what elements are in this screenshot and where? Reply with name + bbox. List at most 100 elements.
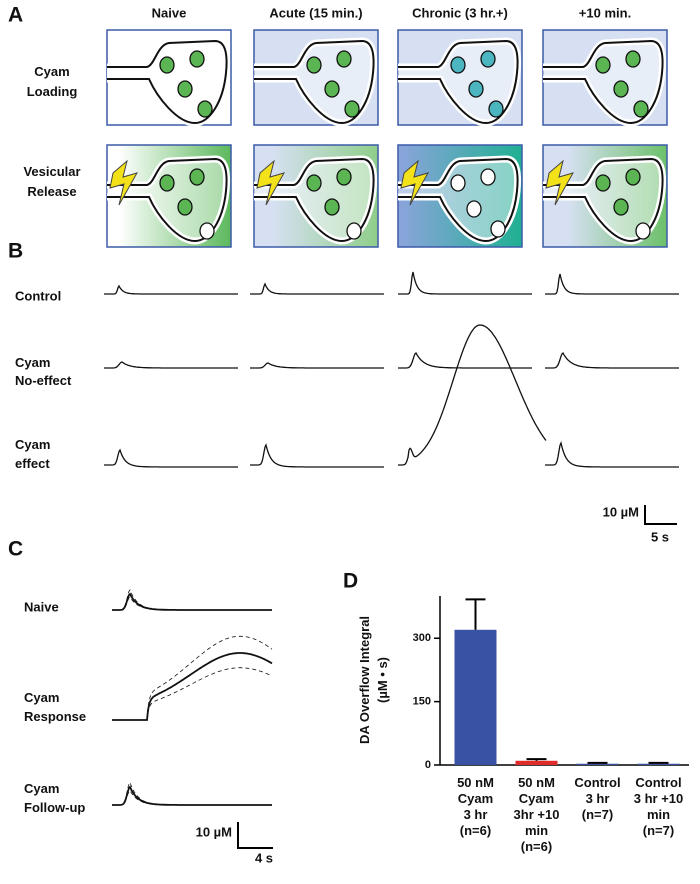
terminal — [254, 37, 378, 127]
vesicle — [197, 100, 213, 118]
vesicle — [480, 50, 496, 68]
scale-label: 10 µM — [603, 504, 639, 519]
trace — [112, 785, 272, 806]
trace — [545, 273, 679, 295]
vesicle — [199, 222, 215, 240]
terminal — [107, 37, 231, 127]
row-label: Cyam No-effect — [15, 355, 72, 388]
terminal — [543, 155, 667, 245]
vesicle — [336, 50, 352, 68]
trace — [112, 667, 273, 721]
trace — [112, 592, 272, 611]
trace — [104, 448, 238, 468]
vesicle — [344, 100, 360, 118]
column-header: Chronic (3 hr.+) — [412, 5, 508, 20]
vesicle — [613, 80, 629, 98]
vesicle — [159, 56, 175, 74]
vesicle — [324, 80, 340, 98]
x-tick-label: Control 3 hr (n=7) — [574, 775, 620, 822]
error-bar — [465, 598, 486, 630]
x-tick-label: Control 3 hr +10 min (n=7) — [634, 775, 684, 838]
trace — [398, 324, 547, 466]
trace — [250, 282, 384, 295]
column-header: Acute (15 min.) — [269, 5, 362, 20]
row-label: Cyam Follow-up — [24, 781, 85, 815]
vesicle — [633, 100, 649, 118]
vesicle — [625, 168, 641, 186]
vesicle — [324, 198, 340, 216]
row-label: Cyam Loading — [27, 64, 78, 99]
y-tick-label: 150 — [413, 696, 431, 708]
trace — [545, 351, 679, 369]
scale-label: 4 s — [255, 850, 273, 865]
terminal — [254, 155, 378, 245]
x-tick-label: 50 nM Cyam 3 hr (n=6) — [457, 775, 494, 838]
y-tick-label: 0 — [425, 759, 431, 771]
row-label: Control — [15, 288, 61, 303]
row-label: Cyam effect — [15, 437, 50, 471]
panel-label: B — [8, 240, 23, 263]
y-axis-label: DA Overflow Integral (µM • s) — [357, 616, 390, 744]
scale-label: 10 µM — [196, 824, 232, 839]
trace — [104, 361, 238, 369]
vesicle — [336, 168, 352, 186]
vesicle — [306, 56, 322, 74]
vesicle — [595, 56, 611, 74]
trace — [250, 443, 384, 468]
vesicle — [450, 56, 466, 74]
error-bar — [648, 761, 669, 764]
trace — [112, 789, 272, 806]
trace — [112, 781, 272, 806]
terminal — [543, 37, 667, 127]
trace — [398, 271, 532, 295]
vesicle — [177, 80, 193, 98]
trace — [112, 589, 272, 611]
stimulus-bolt — [400, 159, 430, 206]
column-header: +10 min. — [579, 5, 631, 20]
terminal — [398, 155, 522, 245]
terminal — [107, 155, 231, 245]
row-label: Vesicular Release — [23, 164, 80, 199]
row-label: Cyam Response — [24, 690, 86, 724]
vesicle — [635, 222, 651, 240]
vesicle — [468, 80, 484, 98]
y-tick-label: 300 — [413, 632, 431, 644]
vesicle — [346, 222, 362, 240]
terminal — [398, 37, 522, 127]
vesicle — [450, 174, 466, 192]
panel-label: C — [8, 538, 23, 561]
vesicle — [490, 220, 506, 238]
vesicle — [488, 100, 504, 118]
column-header: Naive — [152, 5, 187, 20]
bar — [576, 763, 619, 765]
bar — [454, 629, 497, 765]
trace — [250, 362, 384, 369]
error-bar — [526, 758, 547, 761]
vesicle — [177, 198, 193, 216]
panel-label: D — [343, 570, 358, 593]
vesicle — [189, 50, 205, 68]
vesicle — [613, 198, 629, 216]
stimulus-bolt — [545, 159, 575, 206]
panel-label: A — [8, 4, 23, 27]
row-label: Naive — [24, 599, 59, 614]
bar — [637, 763, 680, 765]
bar — [515, 760, 558, 765]
trace — [112, 635, 273, 721]
error-bar — [587, 761, 608, 764]
trace — [104, 284, 238, 295]
trace — [112, 652, 273, 721]
vesicle — [625, 50, 641, 68]
x-tick-label: 50 nM Cyam 3hr +10 min (n=6) — [514, 775, 560, 854]
vesicle — [480, 168, 496, 186]
vesicle — [189, 168, 205, 186]
vesicle — [595, 174, 611, 192]
trace — [545, 440, 679, 468]
vesicle — [159, 174, 175, 192]
scale-label: 5 s — [651, 529, 669, 544]
stimulus-bolt — [109, 159, 139, 206]
trace — [398, 351, 532, 369]
vesicle — [466, 200, 482, 218]
stimulus-bolt — [256, 159, 286, 206]
